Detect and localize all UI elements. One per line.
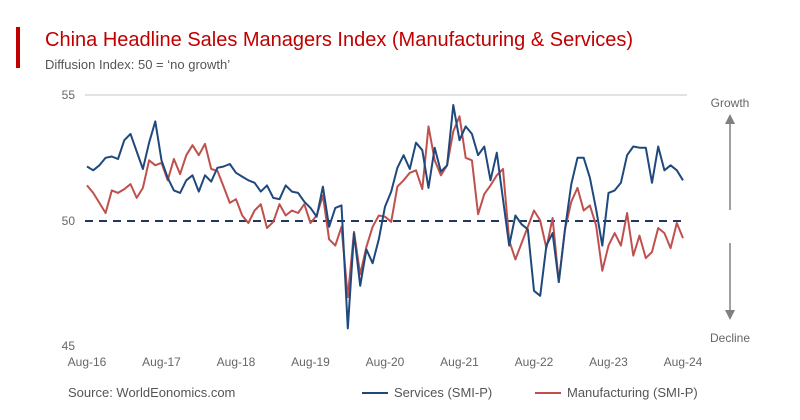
legend-swatch-services: [362, 391, 388, 394]
arrow-up-icon: [725, 114, 735, 124]
x-tick-label: Aug-19: [291, 355, 330, 369]
legend-manufacturing: Manufacturing (SMI-P): [535, 385, 698, 400]
decline-label: Decline: [710, 331, 750, 345]
series-line-services: [86, 104, 684, 330]
x-tick-label: Aug-21: [440, 355, 479, 369]
title-accent-bar: [16, 27, 20, 68]
arrow-down-icon: [725, 310, 735, 320]
y-tick-label: 45: [62, 339, 76, 353]
x-tick-label: Aug-18: [217, 355, 256, 369]
source-note: Source: WorldEonomics.com: [68, 385, 236, 400]
x-tick-label: Aug-16: [68, 355, 107, 369]
chart-title: China Headline Sales Managers Index (Man…: [45, 29, 634, 51]
x-tick-label: Aug-20: [366, 355, 405, 369]
legend-services: Services (SMI-P): [362, 385, 492, 400]
y-tick-label: 55: [62, 88, 76, 102]
legend-swatch-manufacturing: [535, 391, 561, 394]
growth-label: Growth: [711, 96, 750, 110]
x-tick-label: Aug-24: [664, 355, 703, 369]
x-tick-label: Aug-22: [515, 355, 554, 369]
chart-subtitle: Diffusion Index: 50 = ‘no growth’: [45, 57, 231, 72]
x-tick-label: Aug-23: [589, 355, 628, 369]
x-tick-label: Aug-17: [142, 355, 181, 369]
legend-label-manufacturing: Manufacturing (SMI-P): [567, 385, 698, 400]
y-tick-label: 50: [62, 214, 76, 228]
legend-label-services: Services (SMI-P): [394, 385, 493, 400]
series-line-manufacturing: [86, 115, 684, 299]
